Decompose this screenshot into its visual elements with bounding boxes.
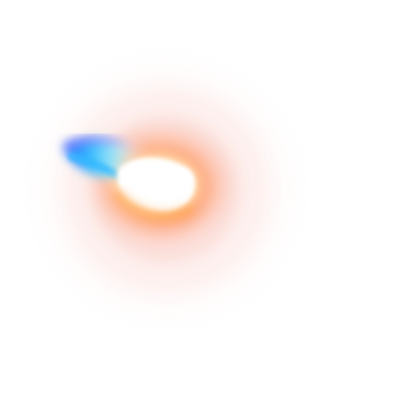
glow-image-canvas [24,48,308,332]
lens-flare-glow-icon [24,48,308,332]
